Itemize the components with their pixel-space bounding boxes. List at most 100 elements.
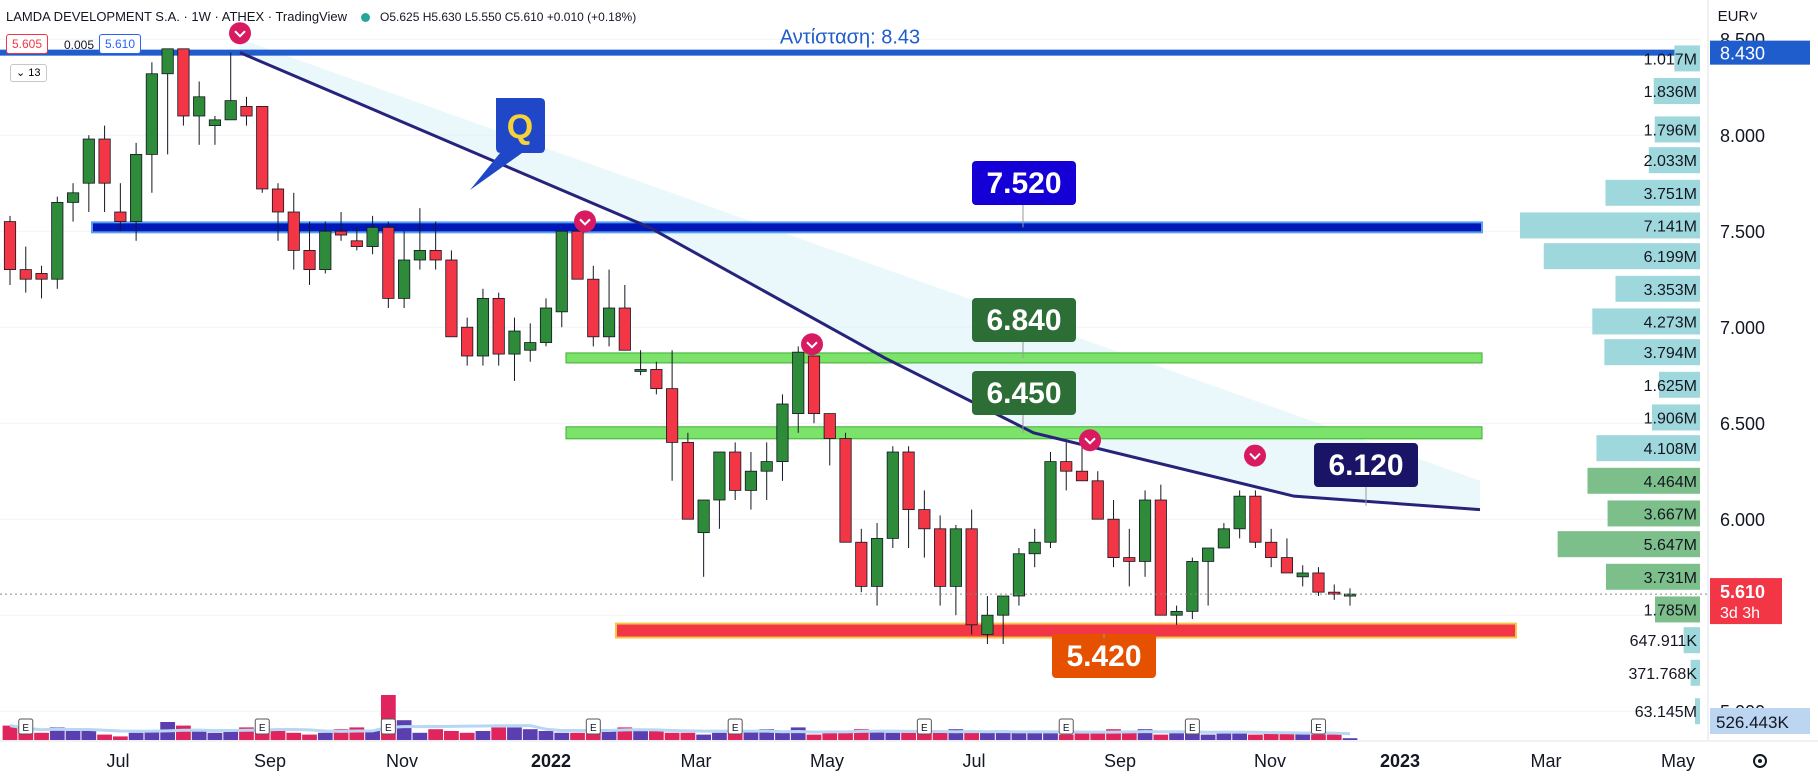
candle-body (1123, 557, 1136, 562)
market-status-dot (361, 13, 370, 23)
candle-body (539, 307, 553, 343)
candle-body (319, 230, 332, 270)
candle-body (1217, 528, 1230, 549)
volume-bar (349, 727, 365, 740)
candle-body (729, 451, 742, 491)
pivot-marker[interactable] (1079, 429, 1101, 452)
volume-profile-bar (1604, 339, 1700, 366)
volume-profile-bar (1592, 308, 1700, 335)
candle-body (1233, 495, 1246, 530)
candle-body (303, 249, 316, 270)
time-tick-label: 2022 (531, 751, 571, 771)
gear-icon[interactable] (1753, 754, 1767, 768)
candle-body (1012, 553, 1026, 597)
symbol-title[interactable]: LAMDA DEVELOPMENT S.A. · 1W · ATHEX · Tr… (6, 9, 347, 24)
candle-body (429, 249, 442, 261)
earnings-marker[interactable] (727, 718, 743, 735)
volume-profile-label: 4.464M (1644, 474, 1697, 491)
band-6840[interactable] (565, 352, 1483, 364)
candle-body (934, 528, 947, 587)
trendline[interactable] (239, 51, 1481, 512)
candle-body (886, 451, 899, 539)
price-tick-label: 7.500 (1720, 222, 1765, 242)
volume-bar (144, 731, 160, 740)
candle-body (997, 595, 1010, 616)
pivot-marker[interactable] (229, 22, 251, 45)
candle-body (398, 259, 411, 299)
volume-bar (885, 732, 901, 740)
resistance-line[interactable] (0, 49, 1700, 56)
price-tick-label: 8.000 (1720, 126, 1765, 146)
label-6840-box[interactable] (972, 298, 1076, 342)
earnings-marker[interactable] (380, 718, 396, 735)
resistance-price-tag-text: 8.430 (1720, 44, 1765, 64)
candle-body (602, 307, 616, 338)
candle-body (1202, 547, 1215, 562)
bid-price-button[interactable]: 5.605 (6, 34, 49, 54)
candle-body (350, 240, 363, 247)
candle-body (1328, 591, 1341, 595)
indicators-toggle[interactable]: ⌄ 13 (10, 64, 47, 82)
volume-bar (570, 732, 585, 740)
volume-profile-bar (1690, 659, 1700, 686)
last-price-tag[interactable] (1710, 578, 1782, 625)
volume-bar (191, 731, 207, 740)
time-tick-label: Jul (962, 751, 985, 771)
label-6120-box[interactable] (1314, 443, 1418, 487)
volume-profile-label: 3.794M (1644, 345, 1697, 362)
label-7520-box[interactable] (972, 161, 1076, 205)
volume-average (9, 724, 1351, 736)
candle-body (1280, 557, 1294, 574)
volume-bar (853, 729, 869, 740)
candle-body (1312, 572, 1325, 593)
earnings-marker[interactable] (254, 718, 270, 735)
time-tick-label: Mar (681, 751, 712, 771)
pivot-marker[interactable] (574, 210, 596, 233)
volume-bar (1106, 729, 1121, 740)
candle-body (1028, 541, 1041, 555)
volume-bar (302, 734, 317, 740)
earnings-marker-label: E (1063, 723, 1070, 734)
earnings-marker[interactable] (1058, 718, 1074, 735)
earnings-marker[interactable] (18, 718, 34, 735)
volume-bar (475, 731, 491, 740)
callout-bubble[interactable] (470, 98, 545, 190)
volume-bar (1043, 731, 1058, 740)
level-labels[interactable]: Q Αντίσταση: 8.43 7.520 6.840 6.450 5.420 6.12… (470, 27, 1418, 678)
volume-bar (412, 732, 428, 740)
volume-profile-label: 371.768K (1628, 666, 1697, 683)
volume-bar (1011, 732, 1027, 740)
candle-body (366, 226, 379, 247)
candle-body (1296, 572, 1309, 578)
resistance-price-tag[interactable] (1710, 40, 1810, 65)
label-6450-box[interactable] (972, 371, 1076, 415)
volume-bar (1090, 732, 1106, 740)
pivot-marker[interactable] (1244, 444, 1266, 467)
candle-body (161, 48, 174, 75)
pivot-marker[interactable] (801, 333, 823, 356)
volume-profile-bar (1605, 179, 1700, 206)
volume-profile-bar (1694, 698, 1700, 725)
band-7520[interactable] (91, 221, 1483, 234)
currency-selector[interactable]: EUR˅ (1718, 8, 1758, 25)
earnings-marker[interactable] (1310, 718, 1326, 735)
downtrend-line[interactable] (239, 51, 1481, 512)
volume-bar (1342, 738, 1358, 740)
ask-price-button[interactable]: 5.610 (99, 34, 142, 54)
label-5420-box[interactable] (1052, 634, 1156, 678)
volume-bar (1279, 732, 1295, 740)
candles (3, 48, 1357, 644)
volume-last-tag[interactable] (1710, 708, 1810, 734)
earnings-marker[interactable] (916, 718, 932, 735)
volume-bar (1248, 734, 1263, 740)
volume-bar (18, 731, 34, 740)
earnings-marker[interactable] (1184, 718, 1200, 735)
volume-bar (869, 731, 885, 740)
earnings-marker[interactable] (585, 718, 601, 735)
chart-header: LAMDA DEVELOPMENT S.A. · 1W · ATHEX · Tr… (6, 9, 636, 24)
volume-profile-bar (1655, 596, 1700, 623)
volume-bar (980, 732, 995, 740)
